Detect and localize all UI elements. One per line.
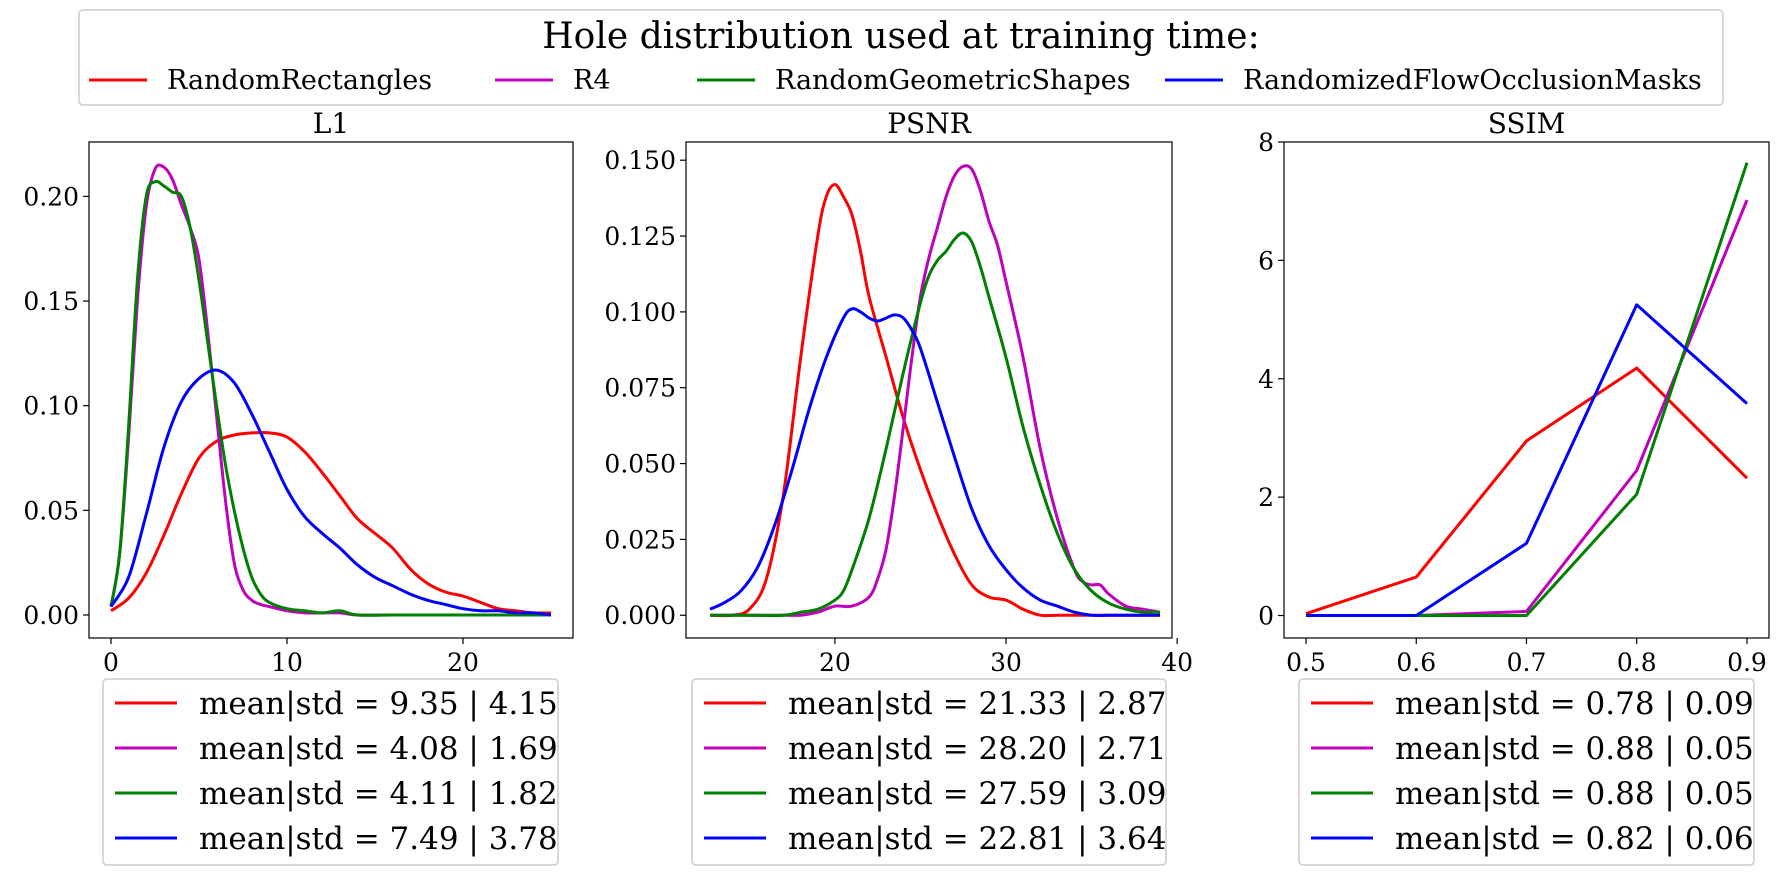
top-legend: Hole distribution used at training time:… xyxy=(78,9,1724,106)
series-line-randomgeometricshapes xyxy=(109,179,551,617)
stats-label: mean|std = 7.49 | 3.78 xyxy=(199,821,558,857)
series-line-r4 xyxy=(109,163,551,617)
stats-legend-frame xyxy=(1298,678,1755,866)
chart-title: PSNR xyxy=(887,107,972,140)
stats-label: mean|std = 9.35 | 4.15 xyxy=(199,686,558,722)
legend-entries: RandomRectangles R4 RandomGeometricShapes R… xyxy=(89,65,1702,96)
series-line-randomgeometricshapes xyxy=(710,231,1161,617)
x-tick-label: 0 xyxy=(103,648,119,677)
y-tick-label: 0.05 xyxy=(23,496,79,525)
stats-label: mean|std = 0.82 | 0.06 xyxy=(1395,821,1754,857)
y-tick-label: 0.15 xyxy=(23,287,79,316)
series-line-randomrectangles xyxy=(1305,366,1749,616)
x-tick-label: 0.7 xyxy=(1507,648,1547,677)
y-tick-label: 0.00 xyxy=(23,601,79,630)
axes-frame xyxy=(1283,141,1770,639)
legend-label: RandomGeometricShapes xyxy=(775,65,1131,96)
legend-entry-randomizedflowocclusionmasks: RandomizedFlowOcclusionMasks xyxy=(1165,65,1702,96)
series-line-randomgeometricshapes xyxy=(1306,162,1749,617)
y-tick-label: 6 xyxy=(1258,246,1274,275)
stats-label: mean|std = 0.88 | 0.05 xyxy=(1395,776,1754,812)
legend-title: Hole distribution used at training time: xyxy=(542,16,1259,57)
x-tick-label: 40 xyxy=(1161,648,1193,677)
y-tick-label: 0.100 xyxy=(604,298,676,327)
stats-legend-frame xyxy=(102,678,559,866)
stats-label: mean|std = 4.11 | 1.82 xyxy=(199,776,558,812)
series-group xyxy=(109,163,552,617)
stats-legend: mean|std = 9.35 | 4.15 mean|std = 4.08 | … xyxy=(102,678,559,866)
series-group xyxy=(1305,162,1749,617)
x-tick-label: 30 xyxy=(990,648,1022,677)
legend-label: RandomizedFlowOcclusionMasks xyxy=(1243,65,1702,96)
y-tick-label: 8 xyxy=(1258,128,1274,157)
x-tick-label: 20 xyxy=(819,648,851,677)
stats-label: mean|std = 21.33 | 2.87 xyxy=(788,686,1166,722)
y-tick-label: 4 xyxy=(1258,365,1274,394)
x-tick-label: 0.9 xyxy=(1727,648,1767,677)
stats-label: mean|std = 4.08 | 1.69 xyxy=(199,731,558,767)
series-line-randomrectangles xyxy=(110,431,552,615)
x-tick-label: 0.8 xyxy=(1617,648,1657,677)
y-tick-label: 0.050 xyxy=(604,450,676,479)
y-tick-label: 0.10 xyxy=(23,392,79,421)
stats-label: mean|std = 27.59 | 3.09 xyxy=(788,776,1166,812)
y-tick-label: 0.075 xyxy=(604,374,676,403)
stats-label: mean|std = 0.78 | 0.09 xyxy=(1395,686,1754,722)
stats-label: mean|std = 22.81 | 3.64 xyxy=(788,821,1166,857)
chart-ssim: SSIM 0.5 0.6 0.7 0.8 0.9 0 2 4 6 8 mean|std = 0.78 … xyxy=(1258,107,1770,866)
legend-entry-randomrectangles: RandomRectangles xyxy=(89,65,432,96)
chart-psnr: PSNR 20 30 40 0.000 0.025 0.050 0.075 0.100 0.125… xyxy=(604,107,1193,866)
x-tick-label: 0.6 xyxy=(1396,648,1436,677)
y-tick-label: 0.000 xyxy=(604,601,676,630)
stats-label: mean|std = 28.20 | 2.71 xyxy=(788,731,1166,767)
y-tick-label: 0.20 xyxy=(23,182,79,211)
x-tick-label: 10 xyxy=(271,648,303,677)
y-tick-label: 0.125 xyxy=(604,222,676,251)
y-tick-label: 0.025 xyxy=(604,525,676,554)
axes-frame xyxy=(685,141,1173,639)
y-tick-label: 2 xyxy=(1258,483,1274,512)
top-legend-frame xyxy=(78,9,1724,106)
stats-legend: mean|std = 21.33 | 2.87 mean|std = 28.20 … xyxy=(691,678,1167,866)
x-tick-label: 0.5 xyxy=(1286,648,1326,677)
legend-label: R4 xyxy=(573,65,611,96)
chart-l1: L1 0 10 20 0.00 0.05 0.10 0.15 0.20 mean|std = 9.… xyxy=(23,107,574,866)
series-line-r4 xyxy=(1306,199,1749,617)
legend-label: RandomRectangles xyxy=(167,65,432,96)
series-line-randomrectangles xyxy=(709,183,1160,618)
x-tick-label: 20 xyxy=(447,648,479,677)
stats-legend-frame xyxy=(691,678,1167,866)
chart-title: SSIM xyxy=(1488,107,1566,140)
series-line-randomizedflowocclusionmasks xyxy=(709,307,1160,617)
series-line-randomizedflowocclusionmasks xyxy=(1306,303,1749,617)
legend-entry-r4: R4 xyxy=(495,65,611,96)
stats-label: mean|std = 0.88 | 0.05 xyxy=(1395,731,1754,767)
series-group xyxy=(709,164,1161,618)
y-tick-label: 0 xyxy=(1258,602,1274,631)
chart-title: L1 xyxy=(313,107,349,140)
legend-entry-randomgeometricshapes: RandomGeometricShapes xyxy=(697,65,1131,96)
axes-frame xyxy=(88,141,574,639)
y-tick-label: 0.150 xyxy=(604,146,676,175)
stats-legend: mean|std = 0.78 | 0.09 mean|std = 0.88 | … xyxy=(1298,678,1755,866)
series-line-randomizedflowocclusionmasks xyxy=(109,368,552,617)
